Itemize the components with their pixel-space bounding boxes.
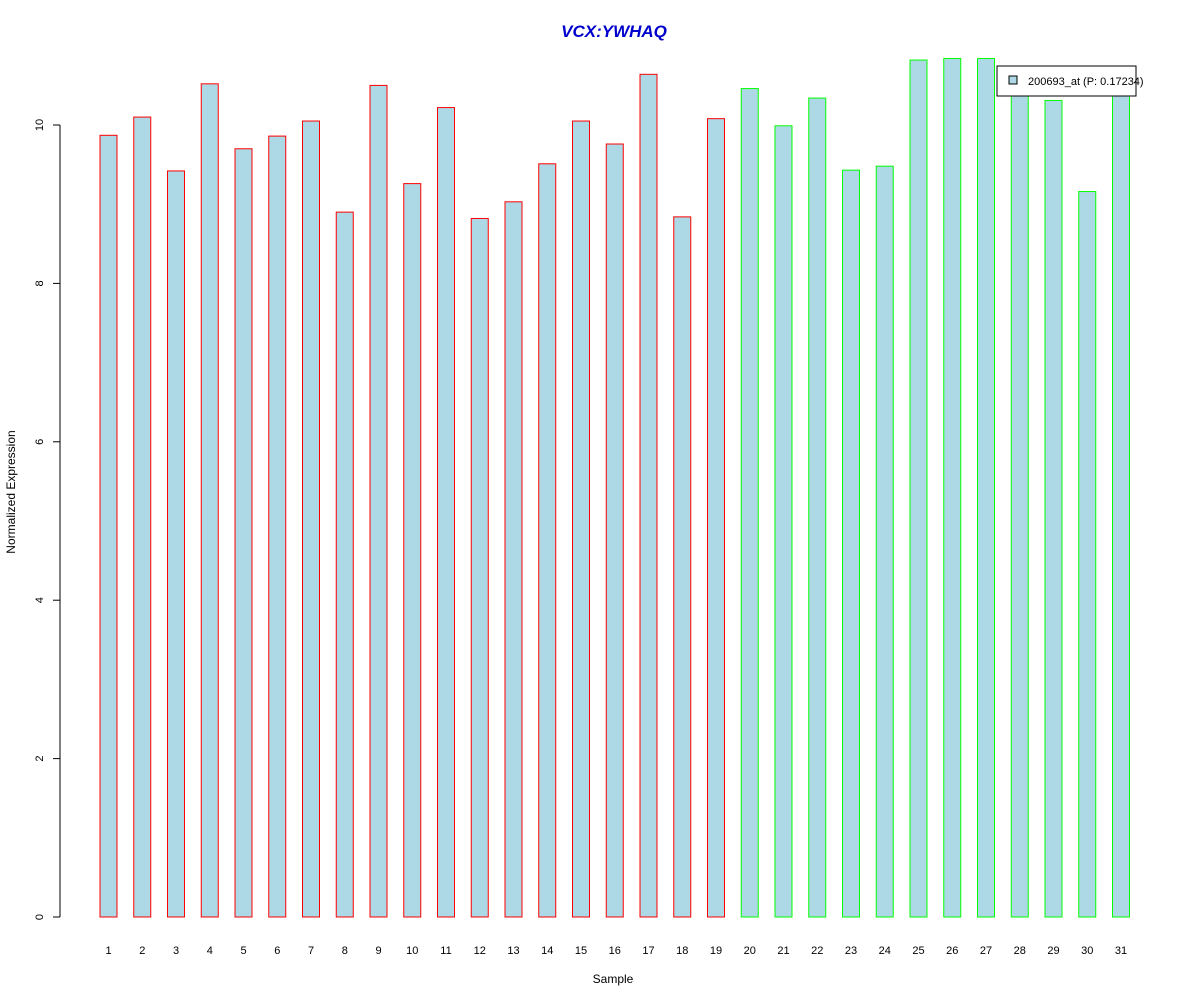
bar-sample-23	[842, 169, 860, 918]
bar-sample-24	[875, 165, 894, 918]
y-tick-label-0: 0	[34, 914, 46, 920]
y-tick-label-8: 8	[34, 280, 46, 286]
x-tick-label-10: 10	[406, 945, 418, 957]
bar-sample-19	[707, 118, 725, 918]
bar-sample-29	[1044, 99, 1063, 918]
bar-sample-17	[639, 73, 658, 918]
x-tick-label-2: 2	[139, 945, 145, 957]
x-tick-label-26: 26	[946, 945, 958, 957]
bar-sample-25	[909, 59, 928, 918]
bar-sample-10	[403, 183, 422, 918]
y-tick-label-4: 4	[34, 597, 46, 603]
x-tick-label-12: 12	[474, 945, 486, 957]
x-tick-label-21: 21	[777, 945, 789, 957]
bars-group	[99, 57, 1130, 918]
bar-sample-13	[504, 201, 523, 918]
bar-sample-18	[673, 216, 692, 918]
bar-sample-14	[538, 163, 557, 918]
bar-sample-20	[740, 88, 759, 918]
x-axis: 1 2 3 4 5 6 7 8 9 10 11 12 13 14 15 16 17 18 19 20 21 22 23 24 2…	[105, 945, 1127, 957]
bar-sample-8	[335, 211, 354, 918]
bar-sample-4	[200, 83, 219, 918]
bar-sample-7	[302, 120, 320, 918]
bar-sample-27	[977, 57, 995, 918]
y-tick-label-10: 10	[34, 119, 46, 131]
x-axis-label: Sample	[593, 972, 634, 986]
x-tick-label-9: 9	[375, 945, 381, 957]
x-tick-label-14: 14	[541, 945, 553, 957]
chart-title: VCX:YWHAQ	[561, 22, 667, 41]
y-axis-label: Normalized Expression	[4, 430, 18, 553]
x-tick-label-22: 22	[811, 945, 823, 957]
x-tick-label-23: 23	[845, 945, 857, 957]
bar-sample-21	[774, 125, 793, 918]
x-tick-label-31: 31	[1115, 945, 1127, 957]
legend-swatch	[1008, 75, 1018, 85]
bar-sample-28	[1010, 92, 1029, 918]
x-tick-label-19: 19	[710, 945, 722, 957]
legend-box	[996, 65, 1137, 97]
bar-sample-5	[234, 148, 253, 918]
bar-sample-31	[1112, 92, 1130, 918]
bar-sample-3	[167, 170, 185, 918]
legend-label: 200693_at (P: 0.17234)	[1028, 76, 1144, 88]
x-tick-label-27: 27	[980, 945, 992, 957]
bar-sample-6	[268, 135, 287, 918]
bar-sample-11	[437, 107, 455, 918]
y-tick-label-6: 6	[34, 439, 46, 445]
bar-sample-16	[605, 143, 624, 918]
bar-sample-1	[99, 134, 118, 918]
x-tick-label-18: 18	[676, 945, 688, 957]
bar-sample-15	[572, 120, 590, 918]
bar-sample-26	[943, 57, 962, 918]
bar-sample-12	[470, 217, 489, 918]
legend: 200693_at (P: 0.17234)	[996, 65, 1144, 97]
x-tick-label-11: 11	[440, 945, 451, 957]
bar-sample-2	[133, 116, 152, 918]
x-tick-label-5: 5	[240, 945, 246, 957]
y-axis: 0 2 4 6 8 10	[34, 119, 61, 920]
x-tick-label-1: 1	[105, 945, 111, 957]
x-tick-label-7: 7	[308, 945, 314, 957]
x-tick-label-24: 24	[879, 945, 891, 957]
bar-sample-9	[369, 84, 388, 918]
x-tick-label-15: 15	[575, 945, 587, 957]
x-tick-label-6: 6	[274, 945, 280, 957]
x-tick-label-3: 3	[173, 945, 179, 957]
x-tick-label-28: 28	[1014, 945, 1026, 957]
x-tick-label-4: 4	[207, 945, 213, 957]
x-tick-label-13: 13	[507, 945, 519, 957]
y-tick-label-2: 2	[34, 756, 46, 762]
x-tick-label-25: 25	[912, 945, 924, 957]
x-tick-label-20: 20	[744, 945, 756, 957]
bar-sample-30	[1078, 191, 1097, 918]
x-tick-label-16: 16	[609, 945, 621, 957]
x-tick-label-17: 17	[642, 945, 654, 957]
bar-sample-22	[808, 97, 827, 918]
x-tick-label-29: 29	[1047, 945, 1059, 957]
x-tick-label-8: 8	[342, 945, 348, 957]
x-tick-label-30: 30	[1081, 945, 1093, 957]
